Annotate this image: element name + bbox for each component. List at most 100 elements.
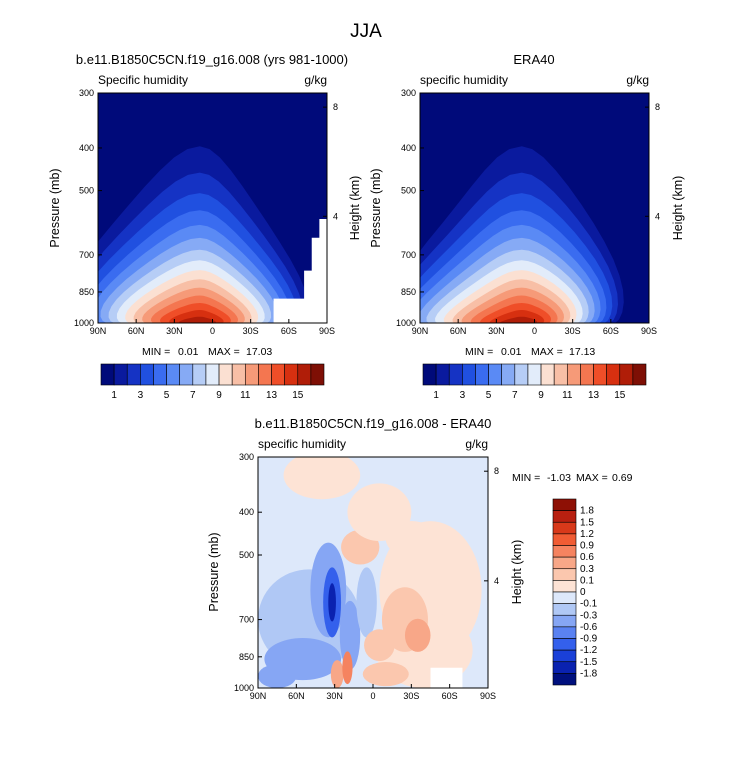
colorbar-swatch xyxy=(552,545,577,558)
y-right-tick-label: 4 xyxy=(655,211,660,221)
y-axis-label: Pressure (mb) xyxy=(48,168,62,247)
colorbar-swatch xyxy=(527,363,542,386)
contour-level xyxy=(356,567,377,638)
colorbar-swatch xyxy=(192,363,207,386)
colorbar-swatch xyxy=(580,363,594,386)
panel-era40: ERA40 specific humidity g/kg 90N 60N 30N 0 3… xyxy=(369,52,685,401)
contour-level xyxy=(342,651,353,685)
x-tick-label: 90N xyxy=(412,326,429,336)
colorbar-label: 9 xyxy=(216,390,222,401)
y-tick-label: 700 xyxy=(79,250,94,260)
terrain-mask xyxy=(273,218,327,323)
colorbar-swatch xyxy=(422,363,437,386)
colorbar-label: 15 xyxy=(614,390,626,401)
colorbar-label: -1.8 xyxy=(580,668,598,679)
y-tick-label: 400 xyxy=(401,143,416,153)
colorbar-label: -1.5 xyxy=(580,657,598,668)
colorbar-swatch xyxy=(126,363,141,386)
x-tick-label: 0 xyxy=(370,691,375,701)
stats-min: 0.01 xyxy=(178,346,199,358)
stats-max-label: MAX = xyxy=(208,346,240,358)
colorbar-swatch xyxy=(113,363,128,386)
colorbar-label: 7 xyxy=(190,390,196,401)
contour-level xyxy=(98,303,327,323)
y-axis-right-label: Height (km) xyxy=(510,540,524,605)
colorbar-swatch xyxy=(140,363,154,386)
x-axis: 90N 60N 30N 0 30S 60S 90S xyxy=(412,319,657,336)
colorbar-swatch xyxy=(552,533,577,546)
colorbar-swatch xyxy=(606,363,621,386)
y-tick-label: 400 xyxy=(239,507,254,517)
x-axis: 90N 60N 30N 0 30S 60S 90S xyxy=(250,684,496,701)
colorbar-label: 0.9 xyxy=(580,541,594,552)
colorbar-swatch xyxy=(297,363,312,386)
x-tick-label: 90S xyxy=(319,326,335,336)
x-tick-label: 30N xyxy=(166,326,183,336)
colorbar-label: 1.2 xyxy=(580,529,594,540)
y-tick-label: 300 xyxy=(401,88,416,98)
colorbar-label: 11 xyxy=(240,390,251,401)
contour-level xyxy=(258,664,297,688)
x-tick-label: 30S xyxy=(243,326,259,336)
panel-title: b.e11.B1850C5CN.f19_g16.008 (yrs 981-100… xyxy=(76,52,348,67)
colorbar-label: 13 xyxy=(588,390,600,401)
colorbar-swatch xyxy=(231,363,246,386)
colorbar-label: 3 xyxy=(138,390,144,401)
x-tick-label: 0 xyxy=(210,326,215,336)
y-tick-label: 700 xyxy=(401,250,416,260)
contour-level xyxy=(385,521,437,558)
contour-level xyxy=(339,600,361,670)
y-tick-label: 1000 xyxy=(396,318,416,328)
x-tick-label: 60S xyxy=(442,691,458,701)
contour-level xyxy=(283,457,361,500)
panel-subtitle-right: g/kg xyxy=(626,73,649,87)
panel-title: ERA40 xyxy=(513,52,554,67)
stats-max: 17.03 xyxy=(246,346,272,358)
stats-min-label: MIN = xyxy=(465,346,493,358)
x-tick-label: 30N xyxy=(326,691,343,701)
colorbar-label: 5 xyxy=(164,390,170,401)
contour-level xyxy=(362,662,409,687)
y-axis-right: 84 xyxy=(645,102,660,221)
colorbar-swatch xyxy=(552,649,577,663)
colorbar-label: 9 xyxy=(538,390,544,401)
y-axis-label: Pressure (mb) xyxy=(207,532,221,611)
panel-difference: b.e11.B1850C5CN.f19_g16.008 - ERA40 spec… xyxy=(207,416,633,701)
y-tick-label: 1000 xyxy=(234,683,254,693)
colorbar-label: -0.6 xyxy=(580,622,598,633)
contour-level xyxy=(404,618,431,652)
colorbar-swatch xyxy=(552,591,577,604)
y-right-tick-label: 8 xyxy=(494,466,499,476)
contour-level xyxy=(98,310,327,323)
x-tick-label: 30S xyxy=(403,691,419,701)
colorbar-label: 11 xyxy=(562,390,573,401)
y-right-tick-label: 4 xyxy=(494,576,499,586)
colorbar-swatch xyxy=(552,603,577,616)
y-axis: 300 400 500 700 850 1000 xyxy=(234,452,262,693)
colorbar-swatch xyxy=(258,363,272,386)
colorbar-swatch xyxy=(271,363,285,386)
x-tick-label: 30N xyxy=(488,326,505,336)
colorbar-swatch xyxy=(632,363,647,386)
colorbar-swatch xyxy=(552,521,577,535)
stats-min-label: MIN = xyxy=(512,472,540,484)
colorbar-swatch xyxy=(566,363,581,386)
y-tick-label: 400 xyxy=(79,143,94,153)
contour-level xyxy=(328,583,336,622)
stats-max: 0.69 xyxy=(612,472,633,484)
x-tick-label: 30S xyxy=(565,326,581,336)
stats-min-label: MIN = xyxy=(142,346,170,358)
x-tick-label: 0 xyxy=(532,326,537,336)
y-axis-right: 84 xyxy=(484,466,499,586)
y-axis-right-label: Height (km) xyxy=(348,176,362,241)
colorbar: 1.81.51.20.90.60.30.10-0.1-0.3-0.6-0.9-1… xyxy=(552,498,598,686)
colorbar-swatch xyxy=(552,673,577,686)
colorbar-swatch xyxy=(552,568,577,581)
colorbar-label: 15 xyxy=(292,390,304,401)
y-tick-label: 500 xyxy=(79,186,94,196)
colorbar-swatch xyxy=(448,363,463,386)
panel-subtitle-left: specific humidity xyxy=(258,437,346,451)
contour-plot xyxy=(98,93,327,323)
stats-min: 0.01 xyxy=(501,346,522,358)
terrain-mask xyxy=(430,667,463,688)
